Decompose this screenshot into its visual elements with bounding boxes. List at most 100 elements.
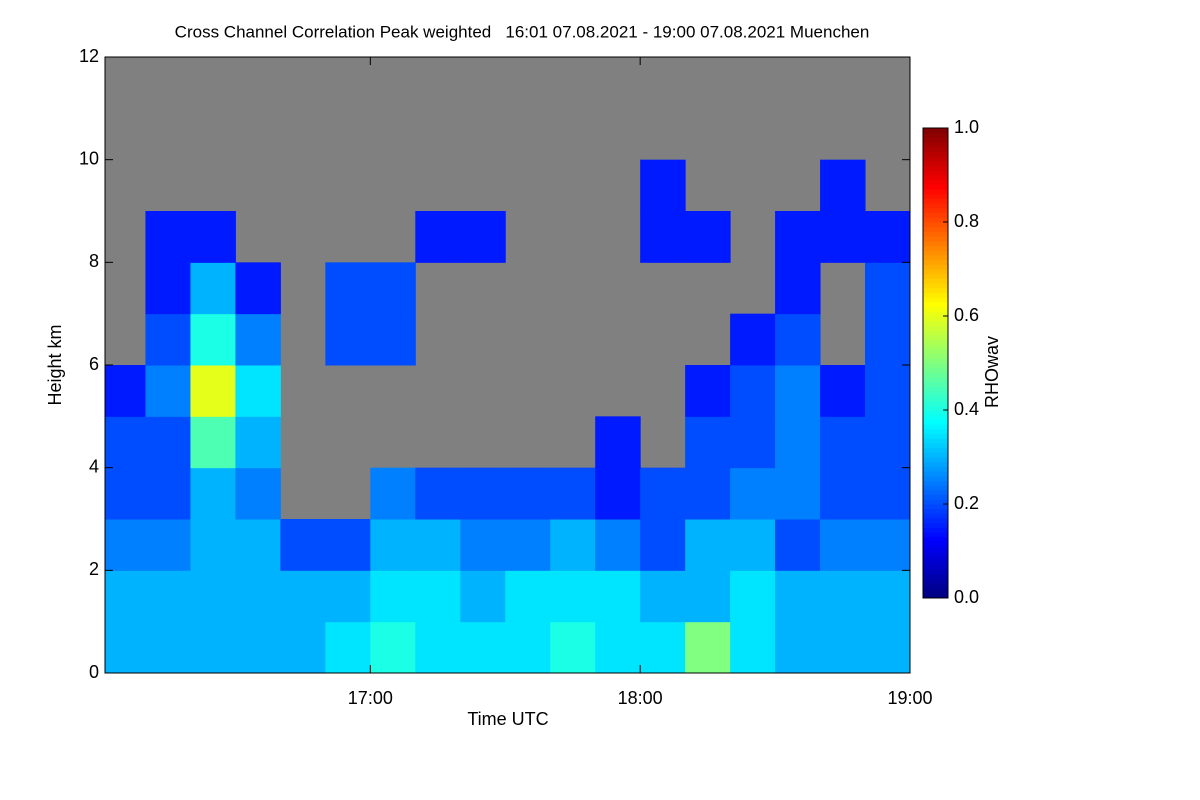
colorbar-segment [923, 250, 948, 256]
heatmap-cell [105, 570, 146, 623]
heatmap-cell [730, 519, 776, 571]
heatmap-cell [685, 570, 731, 623]
heatmap-cell [775, 416, 821, 469]
heatmap-cell [280, 570, 326, 623]
colorbar-segment [923, 532, 948, 538]
heatmap-cell [865, 519, 911, 571]
heatmap-cell [685, 519, 731, 571]
heatmap-cell [415, 211, 461, 263]
heatmap-cell [820, 159, 866, 212]
colorbar-segment [923, 391, 948, 397]
heatmap-cell [460, 211, 506, 263]
y-tick-label: 6 [89, 354, 99, 374]
colorbar-segment [923, 508, 948, 514]
colorbar-segment [923, 485, 948, 491]
colorbar-segment [923, 287, 948, 293]
colorbar-tick-label: 0.8 [954, 211, 979, 231]
colorbar-segment [923, 560, 948, 566]
colorbar-segment [923, 339, 948, 345]
heatmap-cell [190, 621, 236, 674]
x-axis-label: Time UTC [467, 709, 548, 729]
heatmap-cell [325, 313, 371, 366]
colorbar-segment [923, 128, 948, 134]
heatmap-cell [775, 211, 821, 263]
y-tick-label: 10 [79, 148, 99, 168]
x-tick-label: 18:00 [618, 688, 663, 708]
chart-title: Cross Channel Correlation Peak weighted … [175, 22, 870, 41]
heatmap-cell [415, 467, 461, 520]
colorbar-segment [923, 226, 948, 232]
heatmap-cell [235, 570, 281, 623]
colorbar-segment [923, 433, 948, 439]
colorbar-tick-label: 0.4 [954, 399, 979, 419]
heatmap-cell [820, 365, 866, 417]
colorbar-segment [923, 428, 948, 434]
heatmap-cell [235, 313, 281, 366]
colorbar-segment [923, 325, 948, 331]
colorbar-segment [923, 447, 948, 453]
colorbar-segment [923, 193, 948, 199]
heatmap-cell [235, 467, 281, 520]
plot-area [105, 57, 911, 674]
colorbar-segment [923, 489, 948, 496]
heatmap-cell [775, 519, 821, 571]
colorbar-segment [923, 156, 948, 162]
colorbar-segment [923, 231, 948, 237]
heatmap-cell [820, 211, 866, 263]
heatmap-cell [775, 262, 821, 315]
colorbar-segment [923, 386, 948, 392]
colorbar-segment [923, 301, 948, 308]
heatmap-cell [190, 467, 236, 520]
heatmap-cell [640, 570, 686, 623]
heatmap-cell [595, 621, 641, 674]
colorbar-segment [923, 377, 948, 383]
colorbar-segment [923, 142, 948, 148]
colorbar-segment [923, 311, 948, 317]
colorbar-segment [923, 452, 948, 458]
colorbar-segment [923, 269, 948, 275]
colorbar-segment [923, 207, 948, 214]
heatmap-cell [235, 416, 281, 469]
heatmap-cell [280, 519, 326, 571]
y-tick-label: 2 [89, 559, 99, 579]
heatmap-cell [145, 416, 191, 469]
colorbar-segment [923, 330, 948, 336]
heatmap-cell [505, 467, 551, 520]
colorbar-segment [923, 306, 948, 312]
colorbar-segment [923, 222, 948, 228]
colorbar-segment [923, 353, 948, 359]
y-tick-label: 12 [79, 46, 99, 66]
colorbar-segment [923, 579, 948, 585]
colorbar-segment [923, 179, 948, 185]
colorbar-segment [923, 471, 948, 477]
colorbar-segment [923, 348, 948, 355]
colorbar-segment [923, 278, 948, 284]
heatmap-cell [775, 621, 821, 674]
heatmap-cell [865, 621, 911, 674]
heatmap-cell [105, 519, 146, 571]
colorbar-segment [923, 518, 948, 524]
heatmap-cell [550, 519, 596, 571]
heatmap-cell [235, 519, 281, 571]
heatmap-cell [105, 365, 146, 417]
heatmap-cell [415, 519, 461, 571]
colorbar-segment [923, 395, 948, 402]
heatmap-cell [685, 467, 731, 520]
colorbar-segment [923, 358, 948, 364]
colorbar-segment [923, 245, 948, 251]
heatmap-cell [415, 570, 461, 623]
heatmap-cell [730, 416, 776, 469]
heatmap-cell [685, 621, 731, 674]
colorbar-segment [923, 344, 948, 350]
colorbar-segment [923, 240, 948, 246]
colorbar-segment [923, 522, 948, 528]
colorbar-segment [923, 151, 948, 157]
colorbar-frame [922, 127, 949, 599]
colorbar-segment [923, 381, 948, 387]
colorbar-segment [923, 504, 948, 510]
colorbar-segment [923, 363, 948, 369]
heatmap-cell [550, 621, 596, 674]
colorbar-segment [923, 438, 948, 444]
heatmap-cell [820, 519, 866, 571]
